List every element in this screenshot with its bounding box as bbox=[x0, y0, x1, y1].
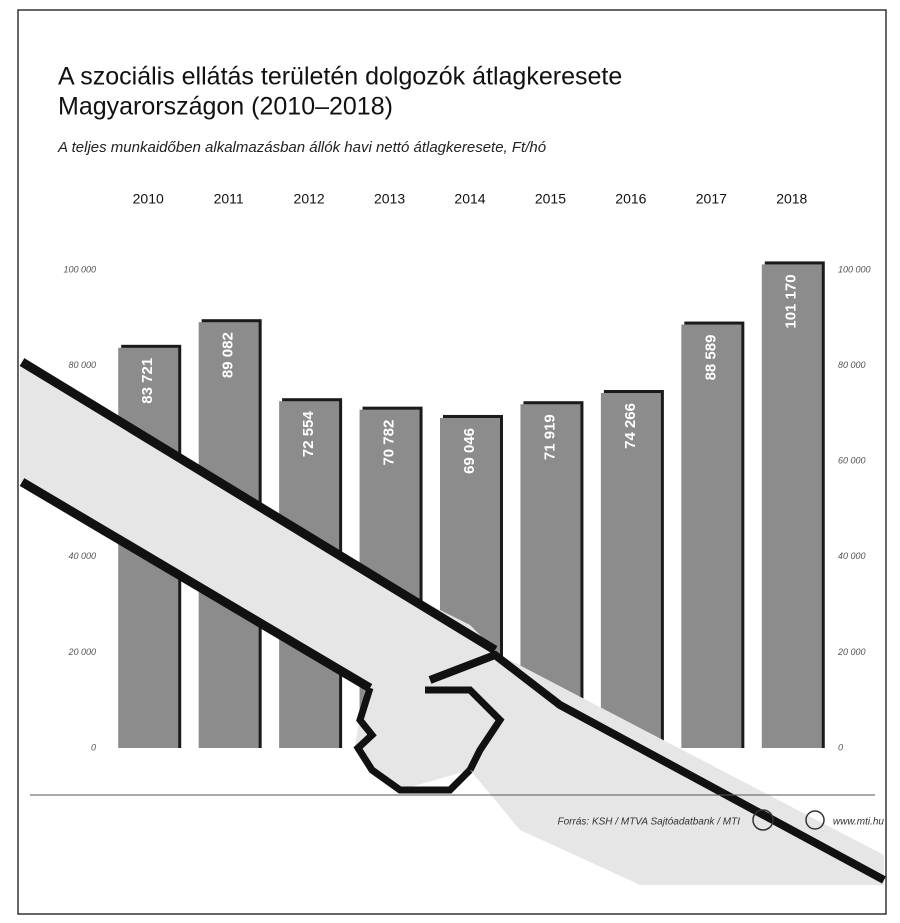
y-tick-label: 20 000 bbox=[837, 647, 866, 657]
arm-edge bbox=[19, 478, 373, 692]
website: www.mti.hu bbox=[833, 817, 885, 828]
value-label: 74 266 bbox=[622, 403, 639, 449]
y-tick-label: 0 bbox=[91, 742, 96, 752]
y-tick-label: 40 000 bbox=[68, 551, 96, 561]
y-tick-label: 40 000 bbox=[838, 551, 866, 561]
chart-title: A szociális ellátás területén dolgozók á… bbox=[58, 63, 622, 91]
value-label: 101 170 bbox=[783, 274, 800, 328]
x-tick-label: 2015 bbox=[535, 191, 566, 207]
x-tick-label: 2016 bbox=[615, 191, 646, 207]
bar bbox=[600, 393, 661, 748]
bar bbox=[681, 324, 742, 748]
value-label: 89 082 bbox=[220, 332, 237, 378]
x-tick-label: 2010 bbox=[133, 191, 164, 207]
source: Forrás: KSH / MTVA Sajtóadatbank / MTI bbox=[558, 817, 741, 828]
hand-outline bbox=[353, 686, 473, 794]
value-label: 72 554 bbox=[300, 411, 317, 458]
value-label: 70 782 bbox=[381, 420, 398, 466]
x-tick-label: 2013 bbox=[374, 191, 405, 207]
x-tick-label: 2011 bbox=[214, 191, 244, 207]
x-tick-label: 2018 bbox=[776, 191, 807, 207]
y-tick-label: 0 bbox=[838, 742, 843, 752]
chart-title: Magyarországon (2010–2018) bbox=[58, 93, 393, 121]
chart-subtitle: A teljes munkaidőben alkalmazásban állók… bbox=[57, 139, 546, 156]
y-tick-label: 100 000 bbox=[63, 264, 96, 274]
hand-outline bbox=[428, 650, 886, 884]
logo bbox=[752, 809, 774, 831]
handshake-illustration bbox=[19, 358, 886, 885]
x-tick-label: 2012 bbox=[294, 191, 325, 207]
finger-outline bbox=[425, 686, 505, 772]
value-label: 69 046 bbox=[461, 428, 478, 474]
arm-edge bbox=[19, 358, 498, 654]
value-label: 71 919 bbox=[541, 414, 558, 460]
value-label: 88 589 bbox=[702, 335, 719, 381]
value-label: 83 721 bbox=[139, 358, 156, 404]
logo bbox=[805, 810, 825, 830]
x-tick-label: 2014 bbox=[454, 191, 485, 207]
bar bbox=[761, 264, 822, 748]
x-tick-label: 2017 bbox=[696, 191, 727, 207]
y-tick-label: 80 000 bbox=[838, 360, 866, 370]
y-tick-label: 100 000 bbox=[838, 264, 871, 274]
y-tick-label: 80 000 bbox=[68, 360, 96, 370]
y-tick-label: 60 000 bbox=[838, 456, 866, 466]
y-tick-label: 20 000 bbox=[67, 647, 96, 657]
